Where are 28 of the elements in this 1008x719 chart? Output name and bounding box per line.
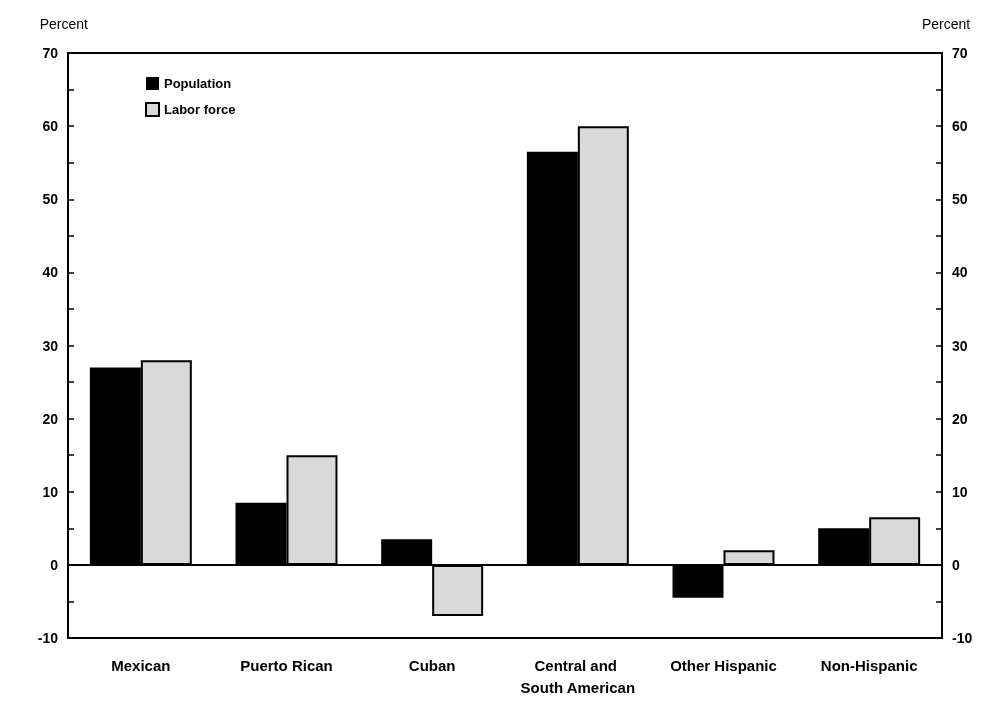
legend-label: Population	[164, 76, 232, 91]
x-tick-label: Central and South American	[520, 656, 636, 696]
y-tick-label: 10	[42, 483, 59, 500]
y2-tick-label: 10	[952, 483, 968, 500]
x-tick-label: Other Hispanic	[670, 656, 777, 674]
y-tick-label: -10	[37, 630, 59, 646]
y2-tick-label: 0	[952, 556, 960, 573]
y-tick-label: 70	[42, 45, 59, 61]
x-tick-label: Non-Hispanic	[820, 656, 918, 674]
y2-tick-label: 40	[952, 264, 968, 281]
y-axis-title: Percent	[39, 16, 89, 32]
x-tick-label: Mexican	[111, 656, 171, 674]
y-tick-label: 20	[42, 410, 59, 427]
x-tick-label: Cuban	[408, 656, 456, 674]
legend-label: Labor force	[164, 102, 236, 117]
y2-tick-label: 60	[952, 118, 968, 135]
y-tick-label: 40	[42, 264, 59, 281]
x-tick-label: Puerto Rican	[240, 656, 333, 674]
y2-tick-label: 70	[952, 45, 968, 61]
y-tick-label: 60	[42, 118, 59, 135]
y2-tick-label: 50	[952, 191, 968, 208]
y2-axis-title: Percent	[922, 16, 971, 32]
y-tick-label: 30	[42, 337, 59, 354]
y2-tick-label: 20	[952, 410, 968, 427]
y-tick-label: 0	[50, 556, 59, 573]
y-tick-label: 50	[42, 191, 59, 208]
y2-tick-label: -10	[952, 630, 973, 646]
y2-tick-label: 30	[952, 337, 968, 354]
